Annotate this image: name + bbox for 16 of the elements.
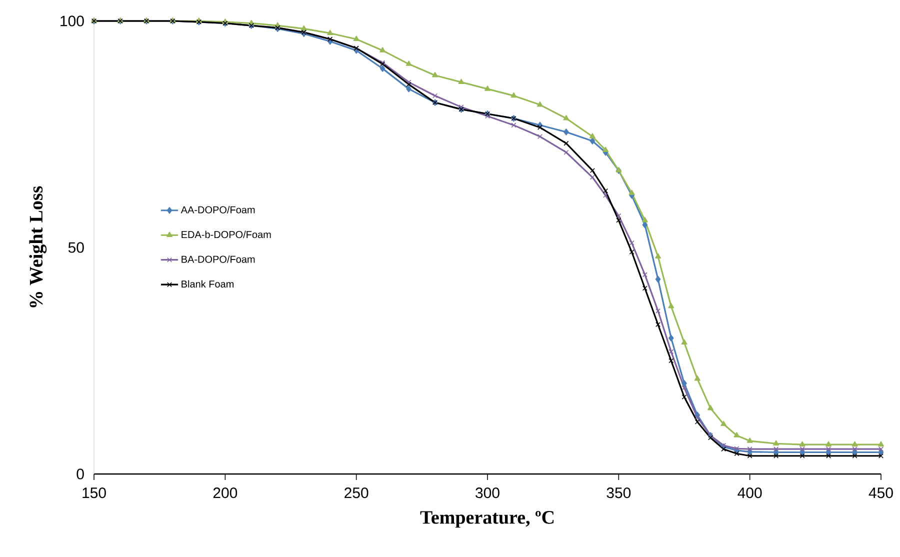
y-tick-label: 0 xyxy=(76,468,84,480)
x-tick-label: 350 xyxy=(606,488,631,498)
y-tick-label: 50 xyxy=(68,242,84,253)
x-tick-label: 400 xyxy=(738,488,762,498)
x-tick-label: 250 xyxy=(344,488,368,498)
legend-label: AA-DOPO/Foam xyxy=(180,206,255,214)
legend-label: Blank Foam xyxy=(182,280,234,288)
x-tick-label: 450 xyxy=(868,488,893,498)
y-tick-label: 100 xyxy=(60,16,84,26)
y-axis-title: % Weight Loss xyxy=(29,186,47,308)
x-tick-label: 200 xyxy=(213,488,238,498)
x-tick-label: 300 xyxy=(476,488,500,498)
legend-label: EDA-b-DOPO/Foam xyxy=(182,230,271,238)
x-axis-title: Temperature, ºC xyxy=(420,511,554,528)
legend-label: BA-DOPO/Foam xyxy=(182,255,255,263)
x-tick-label: 150 xyxy=(82,488,106,498)
